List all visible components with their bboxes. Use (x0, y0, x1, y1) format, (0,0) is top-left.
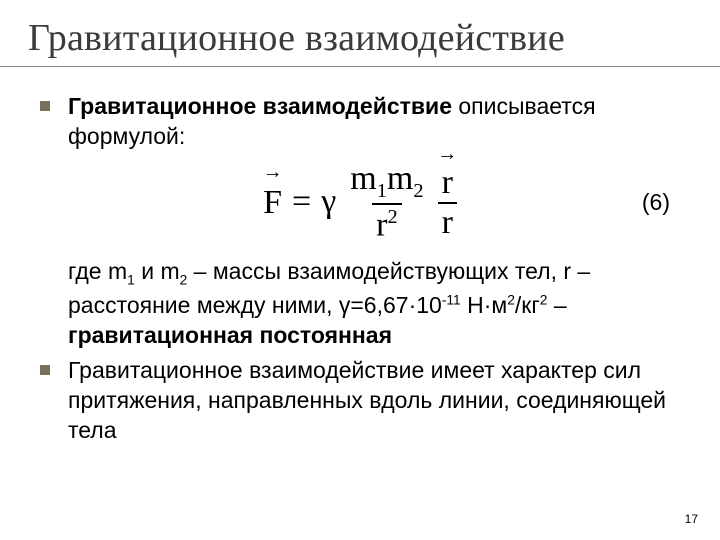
gamma-symbol: γ (321, 180, 336, 225)
denominator-r: r (438, 202, 457, 240)
txt: /кг (515, 292, 540, 318)
const-bold: гравитационная постоянная (68, 322, 392, 348)
fraction-rvec-r: r r (438, 164, 457, 240)
equals-sign: = (292, 180, 311, 225)
r-squared: 2 (387, 206, 397, 228)
txt: – (547, 292, 566, 318)
r-base: r (376, 206, 387, 243)
txt-sup: 2 (507, 292, 515, 307)
txt: и m (135, 258, 180, 284)
term-bold: Гравитационное взаимодействие (68, 93, 452, 119)
sub2: 2 (413, 180, 423, 202)
vector-F: F (263, 179, 282, 226)
txt-sub: 1 (127, 273, 135, 288)
m2: m (387, 160, 413, 197)
square-bullet-icon (40, 365, 50, 375)
fraction-m1m2-r2: m1m2 r2 (346, 162, 427, 243)
txt-sup: -11 (442, 292, 461, 307)
page-number: 17 (685, 512, 698, 526)
formula: F = γ m1m2 r2 r r (263, 162, 457, 243)
txt: где m (68, 258, 127, 284)
numerator: m1m2 (346, 162, 427, 203)
bullet-text: Гравитационное взаимодействие описываетс… (68, 91, 680, 152)
slide-body: Гравитационное взаимодействие описываетс… (0, 67, 720, 446)
m1: m (350, 160, 376, 197)
sub1: 1 (377, 180, 387, 202)
slide: Гравитационное взаимодействие Гравитацио… (0, 0, 720, 540)
denominator: r2 (372, 203, 402, 242)
formula-row: F = γ m1m2 r2 r r (6) (40, 162, 680, 243)
explanation-text: где m1 и m2 – массы взаимодействующих те… (68, 256, 680, 351)
bullet-text: Гравитационное взаимодействие имеет хара… (68, 355, 680, 446)
vector-r: r (442, 164, 453, 200)
square-bullet-icon (40, 101, 50, 111)
explanation-block: где m1 и m2 – массы взаимодействующих те… (40, 256, 680, 351)
equation-number: (6) (642, 187, 670, 217)
bullet-item: Гравитационное взаимодействие описываетс… (40, 91, 680, 152)
bullet-item: Гравитационное взаимодействие имеет хара… (40, 355, 680, 446)
slide-title: Гравитационное взаимодействие (0, 0, 720, 67)
txt: Н·м (461, 292, 507, 318)
numerator-rvec: r (438, 164, 457, 202)
